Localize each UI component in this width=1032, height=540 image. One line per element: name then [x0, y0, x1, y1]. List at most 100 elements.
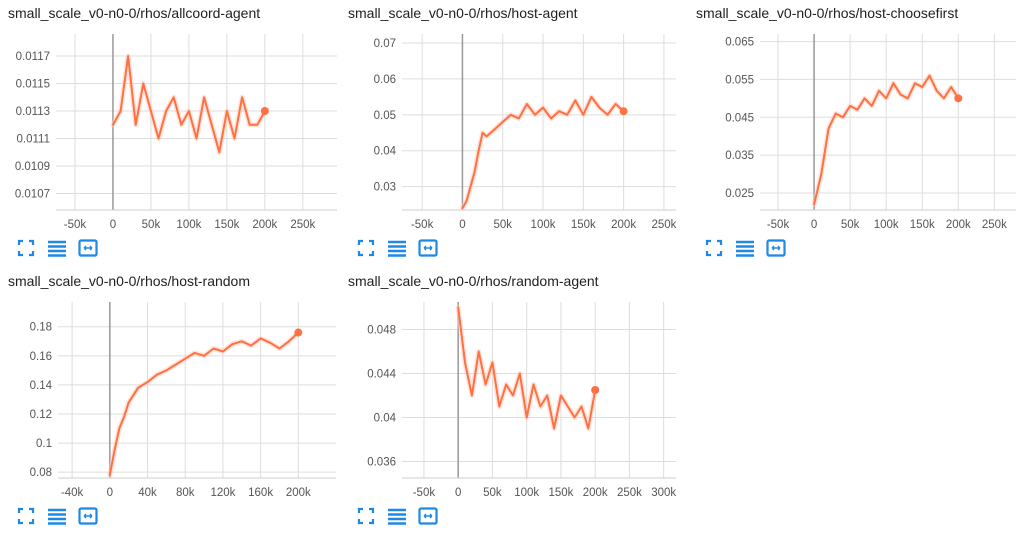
- x-tick-label: 0: [107, 487, 113, 499]
- y-tick-label: 0.036: [367, 457, 396, 469]
- line-chart[interactable]: -50k 0 50k 100k 150k 200k 250k 0.025 0.035 0.045 0…: [688, 24, 1028, 234]
- last-point-marker: [294, 328, 303, 337]
- data-table-icon[interactable]: [735, 238, 755, 258]
- y-tick-label: 0.12: [30, 409, 52, 421]
- x-tick-label: 200k: [286, 487, 311, 499]
- expand-icon[interactable]: [16, 506, 36, 526]
- series-line[interactable]: [108, 331, 300, 477]
- x-tick-label: 50k: [142, 219, 161, 231]
- expand-icon[interactable]: [704, 238, 724, 258]
- last-point-marker: [260, 107, 269, 115]
- x-tick-label: 50k: [483, 487, 502, 499]
- x-tick-label: 50k: [493, 219, 512, 231]
- x-tick-label: -50k: [411, 219, 434, 231]
- y-tick-label: 0.025: [725, 188, 754, 200]
- y-tick-label: 0.07: [374, 38, 396, 50]
- y-tick-label: 0.044: [367, 369, 396, 381]
- series-line[interactable]: [461, 95, 625, 210]
- last-point-marker: [591, 386, 600, 394]
- y-tick-label: 0.1: [36, 438, 52, 450]
- fit-domain-icon[interactable]: [418, 506, 438, 526]
- line-chart[interactable]: -50k 0 50k 100k 150k 200k 250k 300k 0.036 0.04 0.0…: [340, 292, 680, 502]
- x-tick-label: 250k: [290, 219, 315, 231]
- series-line[interactable]: [457, 306, 597, 430]
- plot-area[interactable]: -50k 0 50k 100k 150k 200k 250k 0.03 0.04 0.05 0.06…: [340, 24, 680, 234]
- y-tick-label: 0.065: [725, 37, 754, 49]
- x-tick-label: 40k: [138, 487, 157, 499]
- data-table-icon[interactable]: [47, 506, 67, 526]
- fit-domain-icon[interactable]: [418, 238, 438, 258]
- data-table-icon[interactable]: [387, 238, 407, 258]
- x-tick-label: -40k: [61, 487, 84, 499]
- line-chart[interactable]: -40k 0 40k 80k 120k 160k 200k 0.08 0.1 0.12 0.14 0.…: [0, 292, 340, 502]
- x-tick-label: 100k: [531, 219, 556, 231]
- y-tick-label: 0.055: [725, 74, 754, 86]
- plot-area[interactable]: -40k 0 40k 80k 120k 160k 200k 0.08 0.1 0.12 0.14 0.…: [0, 292, 340, 502]
- x-tick-label: 0: [459, 219, 465, 231]
- y-tick-label: 0.035: [725, 150, 754, 162]
- expand-icon[interactable]: [356, 238, 376, 258]
- x-tick-label: 150k: [548, 487, 573, 499]
- last-point-marker: [619, 107, 628, 116]
- chart-title: small_scale_v0-n0-0/rhos/random-agent: [348, 273, 599, 289]
- grid: [402, 34, 676, 210]
- chart-card-host-choosefirst: small_scale_v0-n0-0/rhos/host-choosefirs…: [688, 0, 1028, 262]
- grid: [402, 302, 676, 478]
- line-chart[interactable]: -50k 0 50k 100k 150k 200k 250k 0.03 0.04 0.05 0.06…: [340, 24, 680, 234]
- x-tick-label: -50k: [413, 487, 436, 499]
- raw-series-line: [107, 330, 301, 478]
- grid: [58, 302, 336, 478]
- plot-area[interactable]: -50k 0 50k 100k 150k 200k 250k 0.0107 0.0109 0.01…: [0, 24, 340, 234]
- x-tick-label: 0: [455, 487, 461, 499]
- y-tick-label: 0.0117: [16, 51, 50, 63]
- x-tick-label: 200k: [946, 219, 971, 231]
- x-tick-label: 100k: [874, 219, 899, 231]
- x-tick-label: -50k: [64, 219, 87, 231]
- fit-domain-icon[interactable]: [766, 238, 786, 258]
- line-chart[interactable]: -50k 0 50k 100k 150k 200k 250k 0.0107 0.0109 0.01…: [0, 24, 340, 234]
- series-line[interactable]: [813, 74, 960, 206]
- chart-card-host-agent: small_scale_v0-n0-0/rhos/host-agent -50k 0…: [340, 0, 680, 262]
- x-tick-label: 200k: [611, 219, 636, 231]
- grid: [760, 34, 1016, 210]
- fit-domain-icon[interactable]: [78, 506, 98, 526]
- data-table-icon[interactable]: [47, 238, 67, 258]
- x-tick-label: 150k: [214, 219, 239, 231]
- grid: [56, 34, 337, 210]
- y-tick-label: 0.03: [374, 182, 396, 194]
- x-tick-label: -50k: [767, 219, 790, 231]
- x-tick-label: 100k: [176, 219, 201, 231]
- y-tick-label: 0.0113: [16, 106, 50, 118]
- x-tick-label: 160k: [248, 487, 273, 499]
- x-tick-label: 300k: [651, 487, 676, 499]
- y-tick-label: 0.05: [374, 110, 396, 122]
- last-point-marker: [954, 94, 963, 103]
- x-tick-label: 80k: [176, 487, 195, 499]
- x-tick-label: 250k: [651, 219, 676, 231]
- y-tick-label: 0.04: [374, 146, 397, 158]
- y-tick-label: 0.0111: [17, 134, 50, 146]
- chart-title: small_scale_v0-n0-0/rhos/allcoord-agent: [8, 5, 261, 21]
- data-table-icon[interactable]: [387, 506, 407, 526]
- y-tick-label: 0.0107: [15, 189, 50, 201]
- x-tick-label: 150k: [571, 219, 596, 231]
- chart-card-allcoord-agent: small_scale_v0-n0-0/rhos/allcoord-agent -…: [0, 0, 340, 262]
- y-tick-label: 0.08: [30, 467, 52, 479]
- fit-domain-icon[interactable]: [78, 238, 98, 258]
- chart-card-host-random: small_scale_v0-n0-0/rhos/host-random -40k…: [0, 268, 340, 530]
- expand-icon[interactable]: [356, 506, 376, 526]
- y-tick-label: 0.06: [374, 74, 396, 86]
- x-tick-label: 250k: [617, 487, 642, 499]
- chart-card-random-agent: small_scale_v0-n0-0/rhos/random-agent -50…: [340, 268, 680, 530]
- chart-title: small_scale_v0-n0-0/rhos/host-agent: [348, 5, 578, 21]
- x-tick-label: 200k: [252, 219, 277, 231]
- x-tick-label: 50k: [841, 219, 860, 231]
- chart-title: small_scale_v0-n0-0/rhos/host-random: [8, 273, 250, 289]
- x-tick-label: 120k: [210, 487, 235, 499]
- plot-area[interactable]: -50k 0 50k 100k 150k 200k 250k 0.025 0.035 0.045 0…: [688, 24, 1028, 234]
- x-tick-label: 200k: [583, 487, 608, 499]
- y-tick-label: 0.04: [374, 413, 397, 425]
- plot-area[interactable]: -50k 0 50k 100k 150k 200k 250k 300k 0.036 0.04 0.0…: [340, 292, 680, 502]
- expand-icon[interactable]: [16, 238, 36, 258]
- x-tick-label: 150k: [910, 219, 935, 231]
